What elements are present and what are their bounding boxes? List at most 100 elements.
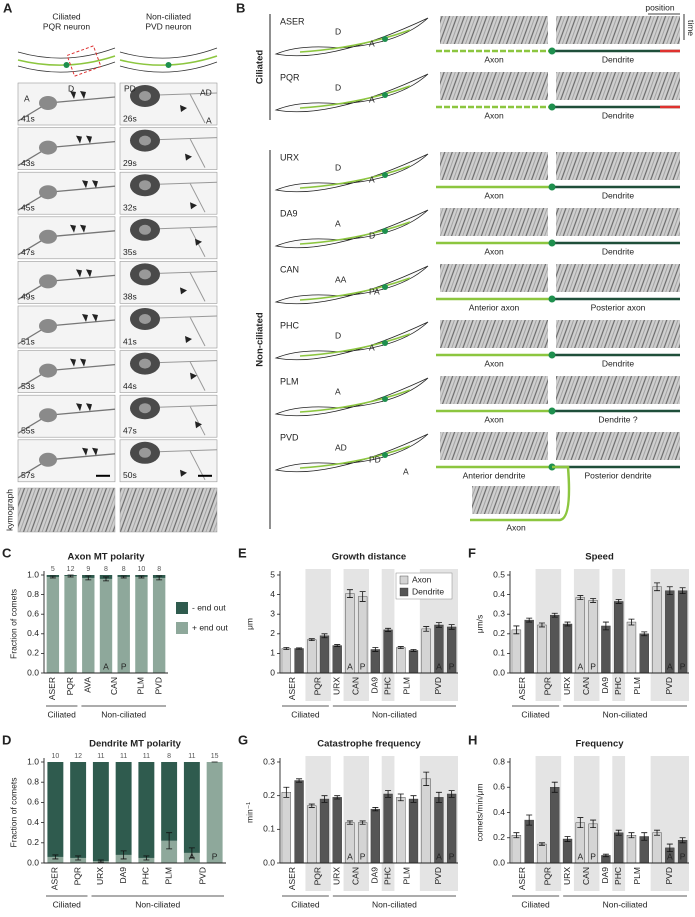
- arrowhead: [70, 91, 76, 99]
- kymograph-label: Anterior axon: [469, 302, 520, 312]
- frame-label: D: [68, 83, 74, 93]
- y-tick-label: 0: [270, 667, 275, 677]
- error-bar: [423, 626, 430, 632]
- error-bar: [577, 595, 584, 600]
- bar: [652, 832, 662, 864]
- bar-segment: [64, 575, 77, 673]
- error-bar: [628, 832, 635, 839]
- frame: [17, 171, 116, 215]
- bar: [626, 835, 637, 864]
- kymograph-label: Axon: [484, 414, 504, 424]
- error-bar: [321, 633, 328, 639]
- y-tick-label: 0.4: [27, 628, 39, 638]
- bar: [562, 623, 573, 674]
- diagram-label: A: [369, 342, 375, 352]
- y-tick-label: 0.0: [493, 667, 505, 677]
- error-bar: [85, 575, 92, 581]
- bar-tag: A: [577, 661, 583, 671]
- bar: [294, 780, 304, 864]
- bar: [383, 629, 393, 674]
- x-tick-label: CAN: [109, 677, 119, 695]
- neuron-name: PVD: [280, 432, 299, 442]
- arrowhead: [76, 403, 82, 412]
- section-label: Non-ciliated: [372, 899, 417, 909]
- y-tick-label: 0.2: [27, 648, 39, 658]
- bar: [550, 614, 560, 674]
- x-tick-label: URX: [331, 867, 341, 885]
- section-label: Non-ciliated: [135, 899, 180, 909]
- kymograph: [440, 432, 548, 460]
- x-tick-label: AVA: [83, 677, 93, 693]
- kymograph: [556, 208, 680, 236]
- frame: [17, 127, 116, 170]
- error-bar: [666, 843, 673, 853]
- diagram-label: D: [369, 230, 375, 240]
- kymograph-label: Dendrite: [602, 358, 634, 368]
- bar-tag: P: [680, 661, 686, 671]
- error-bar: [526, 814, 533, 826]
- n-label: 11: [97, 753, 104, 760]
- x-tick-label: DA9: [600, 867, 610, 884]
- legend-swatch: [399, 587, 409, 597]
- section-label: Ciliated: [521, 899, 550, 909]
- bar: [652, 586, 662, 674]
- time-stamp: 43s: [21, 158, 35, 168]
- bar: [396, 647, 406, 674]
- group-shade: [650, 756, 689, 891]
- legend-swatch: [399, 575, 409, 585]
- y-tick-label: 0.3: [263, 756, 275, 766]
- arrowhead: [80, 358, 86, 367]
- bar-segment: [135, 576, 148, 673]
- error-bar: [49, 575, 56, 579]
- kymograph: [17, 487, 116, 533]
- neuron: [299, 85, 411, 109]
- neuron-name: PQR: [280, 72, 300, 82]
- diagram-label: D: [335, 330, 341, 340]
- error-bar: [590, 598, 597, 603]
- chart-title: Speed: [585, 552, 614, 563]
- time-stamp: 26s: [123, 113, 137, 123]
- n-label: 15: [211, 753, 219, 760]
- bar-segment: [47, 762, 64, 857]
- frame: [17, 305, 116, 349]
- diagram-label: D: [335, 82, 341, 92]
- error-bar: [283, 786, 290, 798]
- error-bar: [423, 771, 430, 786]
- error-bar: [372, 647, 379, 652]
- bar: [396, 797, 406, 864]
- x-tick-label: PQR: [72, 867, 82, 885]
- soma-dot: [548, 103, 556, 111]
- chart-title: Dendrite MT polarity: [89, 739, 182, 750]
- bar-segment: [46, 576, 60, 673]
- diagram-label: A: [369, 174, 375, 184]
- worm-outline: [119, 61, 218, 73]
- error-bar: [654, 582, 661, 592]
- x-tick-label: URX: [95, 867, 105, 885]
- x-tick-label: PVD: [153, 677, 163, 694]
- error-bar: [143, 855, 150, 861]
- time-stamp: 51s: [21, 336, 35, 346]
- bar-tag: P: [360, 851, 366, 861]
- x-tick-label: URX: [562, 677, 572, 695]
- y-tick-label: 0.0: [27, 667, 39, 677]
- bar: [524, 819, 534, 864]
- bar-segment: [138, 762, 155, 858]
- bar: [281, 792, 292, 864]
- bar-segment: [161, 840, 178, 863]
- cell-body: [382, 284, 388, 290]
- kymograph: [556, 320, 680, 348]
- error-bar: [513, 832, 520, 839]
- soma: [39, 363, 57, 378]
- y-tick-label: 0.3: [493, 608, 505, 618]
- bar: [408, 650, 419, 674]
- bar-segment: [115, 762, 132, 855]
- error-bar: [308, 803, 315, 808]
- diagram-label: A: [403, 466, 409, 476]
- axis-hint: time: [686, 20, 695, 36]
- neurite: [157, 315, 218, 347]
- kymograph: [556, 72, 680, 100]
- error-bar: [564, 836, 571, 842]
- x-tick-label: PQR: [65, 677, 75, 695]
- diagram-label: A: [369, 38, 375, 48]
